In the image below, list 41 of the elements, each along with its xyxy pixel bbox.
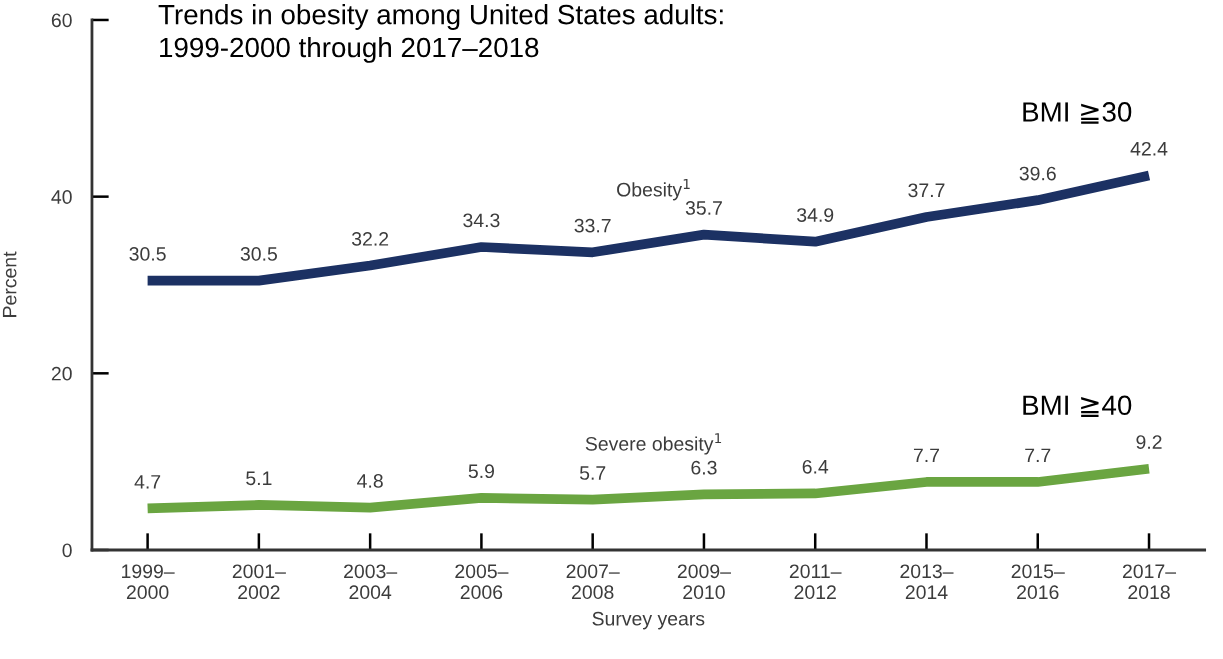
x-tick-label: 2017– 2018 (1122, 564, 1177, 600)
x-tick-label: 2001– 2002 (232, 564, 286, 600)
data-label: 5.7 (579, 466, 606, 480)
series-label: Obesity$^{1}$ (617, 179, 690, 201)
x-tick-label: 2003– 2004 (344, 564, 398, 600)
data-label: 6.3 (691, 460, 717, 475)
data-label: 4.8 (357, 474, 383, 488)
data-label: 6.4 (802, 459, 829, 474)
data-label: 33.7 (574, 218, 611, 233)
data-label: 30.5 (129, 247, 166, 261)
annotation: BMI ≧30 (1023, 102, 1132, 124)
data-label: 5.1 (246, 471, 272, 486)
data-label: 35.7 (685, 201, 722, 215)
data-label: 39.6 (1019, 166, 1056, 181)
y-tick-label: 20 (51, 366, 72, 381)
data-label: 34.3 (463, 213, 500, 228)
x-tick-label: 2015– 2016 (1011, 564, 1065, 600)
data-label: 37.7 (908, 183, 945, 198)
y-tick-label: 60 (51, 13, 72, 28)
x-tick-label: 2013– 2014 (900, 564, 954, 600)
data-label: 4.7 (134, 475, 161, 489)
data-label: 7.7 (1025, 448, 1051, 463)
data-label: 7.7 (913, 448, 940, 463)
x-tick-label: 2005– 2006 (455, 564, 509, 600)
data-label: 34.9 (797, 208, 834, 222)
y-axis-title: Percent (2, 251, 17, 317)
x-tick-label: 2009– 2010 (677, 564, 731, 600)
x-tick-label: 1999– 2000 (122, 564, 175, 600)
x-tick-label: 2011– 2012 (789, 564, 842, 600)
x-axis-title: Survey years (592, 611, 705, 630)
data-label: 30.5 (240, 247, 277, 261)
x-tick-label: 2007– 2008 (566, 564, 620, 600)
data-label: 32.2 (351, 232, 389, 246)
y-tick-label: 0 (62, 543, 72, 558)
text: Severe obesity$^{1}$ (585, 433, 722, 455)
chart-title: Trends in obesity among United States adults: 1999-2000 through 2017–2018 (158, 4, 723, 63)
y-tick-label: 40 (51, 190, 72, 204)
data-label: 5.9 (468, 464, 494, 479)
annotation: BMI ≧40 (1023, 395, 1132, 418)
data-label: 9.2 (1136, 435, 1162, 449)
data-label: 42.4 (1130, 141, 1168, 156)
